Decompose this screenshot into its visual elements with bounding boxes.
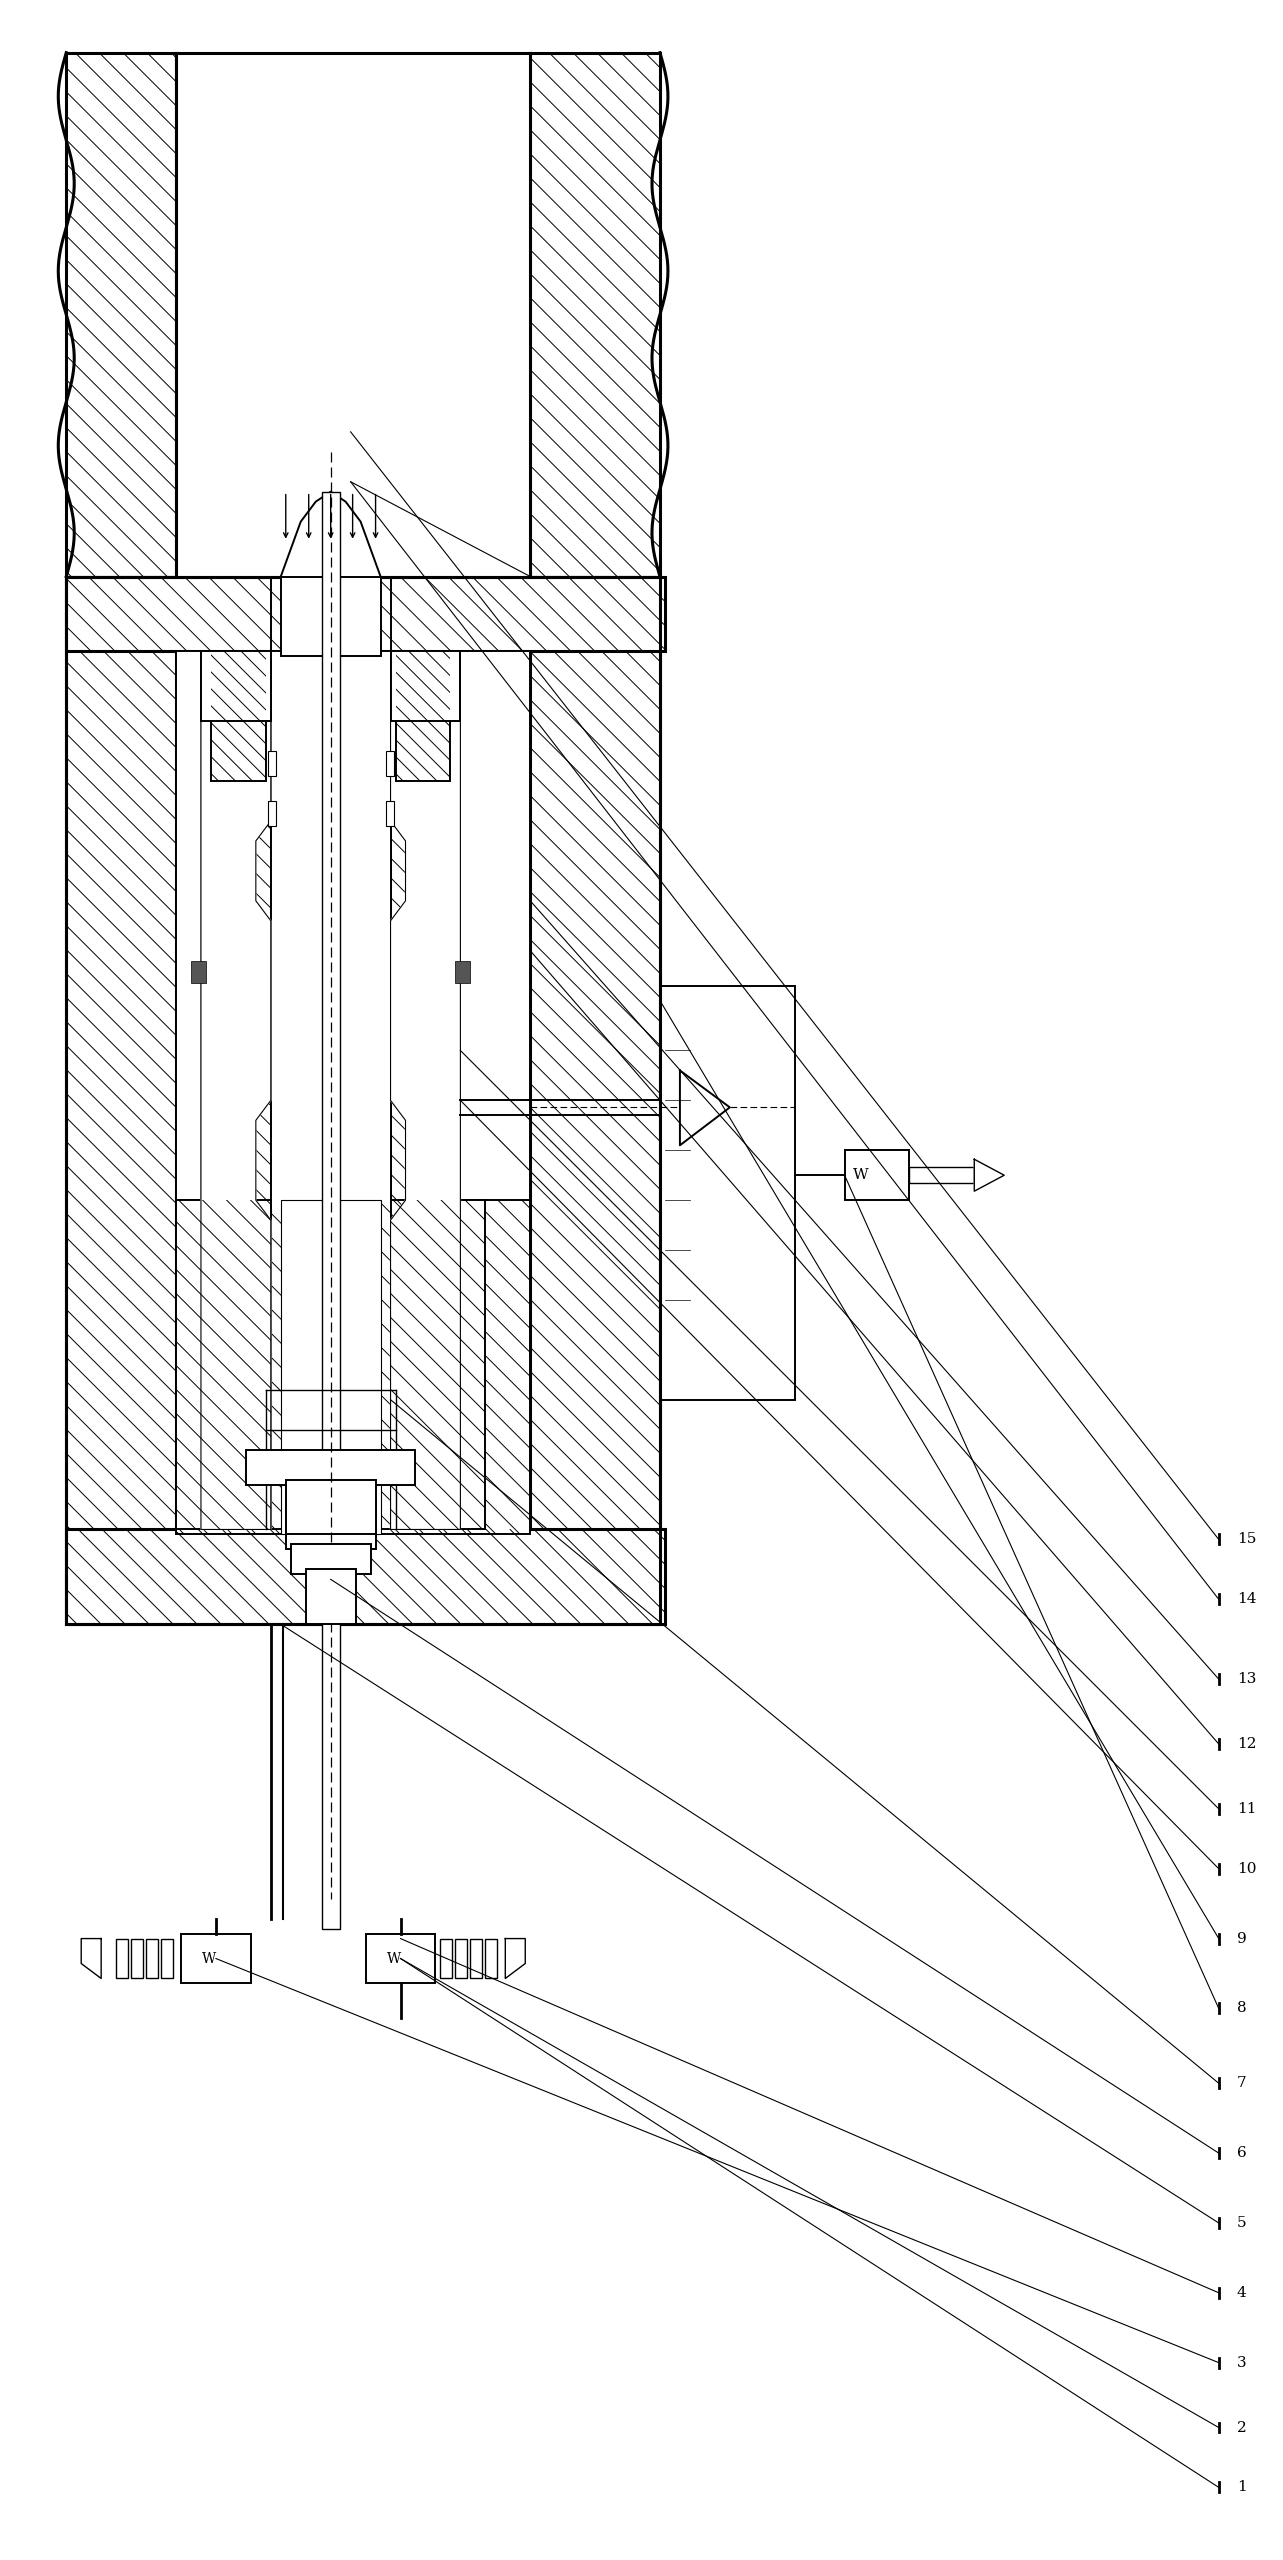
Polygon shape [81, 1938, 101, 1979]
Text: 8: 8 [1237, 2002, 1246, 2015]
Bar [455, 1938, 467, 1979]
Bar [146, 1938, 158, 1979]
Bar [271, 650, 390, 1528]
Text: 6: 6 [1237, 2145, 1247, 2161]
Bar [844, 1149, 910, 1201]
Text: 1: 1 [1237, 2481, 1247, 2493]
Bar [910, 1167, 974, 1183]
Polygon shape [506, 1938, 525, 1979]
Bar [117, 1938, 128, 1979]
Bar [366, 1933, 435, 1984]
Polygon shape [390, 650, 461, 1528]
Polygon shape [530, 576, 659, 1623]
Bar [455, 960, 471, 983]
Bar [286, 1500, 376, 1549]
Text: 9: 9 [1237, 1933, 1247, 1946]
Bar [268, 801, 276, 827]
Bar [386, 801, 394, 827]
Bar [268, 750, 276, 776]
Text: W: W [852, 1167, 869, 1183]
Bar [386, 750, 394, 776]
Bar [390, 650, 461, 722]
Text: 3: 3 [1237, 2355, 1246, 2371]
Bar [659, 986, 794, 1400]
Polygon shape [680, 1070, 730, 1144]
Polygon shape [395, 650, 450, 781]
Bar [322, 492, 340, 1928]
Polygon shape [67, 576, 665, 650]
Bar [281, 1201, 381, 1533]
Bar [201, 650, 271, 722]
Bar [67, 576, 659, 1623]
Polygon shape [67, 54, 176, 576]
Bar [246, 1449, 416, 1485]
Text: 5: 5 [1237, 2217, 1246, 2230]
Text: 15: 15 [1237, 1533, 1256, 1546]
Text: 10: 10 [1237, 1861, 1256, 1876]
Bar [440, 1938, 453, 1979]
Polygon shape [176, 1201, 530, 1533]
Text: 14: 14 [1237, 1592, 1256, 1605]
Bar [176, 54, 530, 576]
Polygon shape [281, 492, 381, 576]
Text: W: W [201, 1951, 217, 1966]
Polygon shape [176, 1201, 271, 1528]
Polygon shape [67, 576, 176, 1623]
Text: W: W [386, 1951, 400, 1966]
Polygon shape [390, 650, 461, 1528]
Polygon shape [210, 650, 266, 781]
Bar [176, 650, 530, 1528]
Bar [162, 1938, 173, 1979]
Bar [181, 1933, 251, 1984]
Text: 11: 11 [1237, 1802, 1256, 1815]
Polygon shape [390, 1201, 485, 1528]
Bar [191, 960, 207, 983]
Bar [305, 1569, 355, 1623]
Bar [131, 1938, 144, 1979]
Polygon shape [67, 1528, 665, 1623]
Bar [291, 1544, 371, 1574]
Bar [281, 576, 381, 655]
Polygon shape [201, 650, 271, 1528]
Bar [485, 1938, 498, 1979]
Text: 13: 13 [1237, 1672, 1256, 1687]
Polygon shape [201, 650, 271, 1528]
Text: 12: 12 [1237, 1738, 1256, 1751]
Polygon shape [974, 1160, 1005, 1190]
Text: 2: 2 [1237, 2422, 1247, 2435]
Text: 4: 4 [1237, 2286, 1247, 2299]
Polygon shape [530, 54, 659, 576]
Bar [471, 1938, 482, 1979]
Bar [286, 1480, 376, 1533]
Text: 7: 7 [1237, 2076, 1246, 2092]
